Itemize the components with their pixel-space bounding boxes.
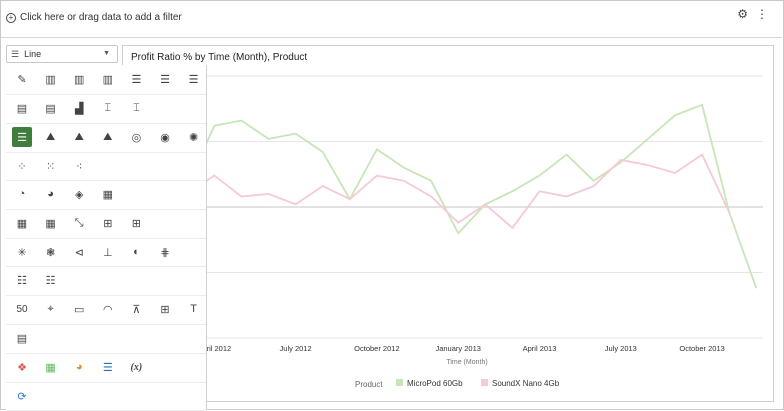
palette-row: 50 ⌖ ▭ ◠ ⊼ ⊞ T bbox=[6, 295, 206, 325]
pivot-table-icon[interactable]: ▦ bbox=[41, 213, 61, 233]
donut-pie-chart-icon[interactable]: ◕ bbox=[41, 184, 61, 204]
bubble-chart-icon[interactable]: ⁙ bbox=[41, 156, 61, 176]
grid-layout-icon[interactable]: ⊞ bbox=[155, 299, 175, 319]
magic-wand-icon[interactable]: ✎ bbox=[12, 69, 32, 89]
stacked-column-chart-icon[interactable]: ▤ bbox=[41, 98, 61, 118]
x-tick-label: July 2013 bbox=[605, 344, 637, 353]
chevron-down-icon[interactable]: ▼ bbox=[103, 50, 110, 57]
horizontal-bar-chart-icon[interactable]: ☰ bbox=[126, 69, 146, 89]
add-filter-icon[interactable]: + bbox=[6, 13, 16, 23]
waterfall-chart-icon[interactable]: ◈ bbox=[69, 184, 89, 204]
parallel-coordinates-chart-icon[interactable]: ⋕ bbox=[155, 242, 175, 262]
horizontal-stacked-bar-chart-icon[interactable]: ☰ bbox=[155, 69, 175, 89]
filter-placeholder: Click here or drag data to add a filter bbox=[20, 12, 182, 23]
palette-row: ✎ ▥ ▥ ▥ ☰ ☰ ☰ bbox=[6, 65, 206, 95]
x-axis-title: Time (Month) bbox=[446, 359, 487, 366]
text-box-icon[interactable]: ▭ bbox=[69, 299, 89, 319]
palette-row: ▤ bbox=[6, 324, 206, 354]
series-line-1 bbox=[133, 155, 729, 228]
chord-chart-icon[interactable]: ❃ bbox=[41, 242, 61, 262]
bar-chart-icon[interactable]: ▥ bbox=[41, 69, 61, 89]
pie-chart-icon[interactable]: ◔ bbox=[12, 184, 32, 204]
legend-label: MicroPod 60Gb bbox=[407, 379, 463, 388]
network-chart-icon[interactable]: ✳ bbox=[12, 242, 32, 262]
chart-type-value: Line bbox=[24, 49, 41, 59]
palette-row: ✳ ❃ ⊲ ⊥ ◐ ⋕ bbox=[6, 238, 206, 267]
more-menu-icon[interactable]: ⋮ bbox=[756, 7, 768, 21]
custom-viz-3-icon[interactable]: ◕ bbox=[69, 357, 89, 377]
funnel-chart-icon[interactable]: ⊲ bbox=[69, 242, 89, 262]
image-icon[interactable]: ⊼ bbox=[126, 299, 146, 319]
palette-row: ☰ ⛰ ⛰ ⛰ ◎ ◉ ✺ bbox=[6, 123, 206, 153]
boxplot-chart-icon[interactable]: ⌶ bbox=[98, 98, 118, 118]
x-tick-label: April 2013 bbox=[523, 344, 557, 353]
donut-chart-icon[interactable]: ◎ bbox=[126, 127, 146, 147]
x-tick-label: October 2012 bbox=[354, 344, 399, 353]
palette-row: ☷☷ bbox=[6, 266, 206, 296]
area-chart-icon[interactable]: ⛰ bbox=[41, 127, 61, 147]
settings-icon[interactable]: ⚙ bbox=[737, 7, 748, 21]
custom-viz-4-icon[interactable]: ☰ bbox=[98, 357, 118, 377]
palette-row: ▦ ▦ ⤡ ⊞ ⊞ bbox=[6, 209, 206, 239]
text-icon[interactable]: T bbox=[184, 299, 204, 319]
stacked-bar-chart-icon[interactable]: ▥ bbox=[69, 69, 89, 89]
custom-viz-2-icon[interactable]: ▦ bbox=[41, 357, 61, 377]
list-view-icon[interactable]: ☷ bbox=[12, 270, 32, 290]
map-icon[interactable]: ⌖ bbox=[41, 299, 61, 319]
legend-label: SoundX Nano 4Gb bbox=[492, 379, 560, 388]
tree-chart-icon[interactable]: ⊥ bbox=[98, 242, 118, 262]
gauge-icon[interactable]: ◠ bbox=[98, 299, 118, 319]
dot-chart-icon[interactable]: ⁖ bbox=[69, 156, 89, 176]
correlation-matrix-icon[interactable]: ⊞ bbox=[98, 213, 118, 233]
custom-viz-1-icon[interactable]: ❖ bbox=[12, 357, 32, 377]
scatter-chart-icon[interactable]: ⁘ bbox=[12, 156, 32, 176]
filter-drop-zone[interactable]: + Click here or drag data to add a filte… bbox=[6, 12, 182, 23]
filter-bar[interactable]: + Click here or drag data to add a filte… bbox=[1, 1, 782, 38]
stacked-area-chart-icon[interactable]: ⛰ bbox=[69, 127, 89, 147]
palette-row: ▤ ▤ ▟ ⌶ ⌶ bbox=[6, 94, 206, 124]
expression-variable-icon[interactable]: (x) bbox=[126, 357, 146, 377]
legend-swatch bbox=[396, 379, 403, 386]
horizontal-boxplot-chart-icon[interactable]: ⌶ bbox=[126, 98, 146, 118]
palette-row: ⟳ bbox=[6, 382, 206, 411]
palette-row: ◔ ◕ ◈ ▦ bbox=[6, 180, 206, 210]
radial-chart-icon[interactable]: ◐ bbox=[126, 242, 146, 262]
line-chart-icon[interactable]: ☰ bbox=[12, 127, 32, 147]
bar-100-chart-icon[interactable]: ▥ bbox=[98, 69, 118, 89]
document-icon[interactable]: ▤ bbox=[12, 328, 32, 348]
horizontal-100-bar-chart-icon[interactable]: ☰ bbox=[184, 69, 204, 89]
line-chart-icon: ☰ bbox=[11, 49, 19, 60]
tiles-view-icon[interactable]: ☷ bbox=[41, 270, 61, 290]
x-tick-label: October 2013 bbox=[679, 344, 724, 353]
legend-swatch bbox=[481, 379, 488, 386]
x-tick-label: July 2012 bbox=[280, 344, 312, 353]
legend-title: Product bbox=[355, 380, 383, 389]
grid-chart-icon[interactable]: ⊞ bbox=[126, 213, 146, 233]
area-100-chart-icon[interactable]: ⛰ bbox=[98, 127, 118, 147]
refresh-icon[interactable]: ⟳ bbox=[12, 386, 32, 406]
sunburst-chart-icon[interactable]: ◉ bbox=[155, 127, 175, 147]
treemap-chart-icon[interactable]: ▦ bbox=[98, 184, 118, 204]
radar-chart-icon[interactable]: ✺ bbox=[184, 127, 204, 147]
palette-row: ⁘ ⁙ ⁖ bbox=[6, 152, 206, 181]
series-line-0 bbox=[133, 105, 756, 288]
chart-title: Profit Ratio % by Time (Month), Product bbox=[131, 52, 307, 63]
x-tick-label: January 2013 bbox=[435, 344, 480, 353]
tile-50-icon[interactable]: 50 bbox=[12, 299, 32, 319]
table-icon[interactable]: ▦ bbox=[12, 213, 32, 233]
palette-row: ❖ ▦ ◕ ☰ (x) bbox=[6, 353, 206, 383]
chart-type-select[interactable]: ☰ Line ▼ bbox=[6, 45, 118, 63]
sankey-chart-icon[interactable]: ⤡ bbox=[69, 213, 89, 233]
combo-chart-icon[interactable]: ▟ bbox=[69, 98, 89, 118]
visualization-palette: ✎▥▥▥☰☰☰▤▤▟⌶⌶☰⛰⛰⛰◎◉✺⁘⁙⁖◔◕◈▦▦▦⤡⊞⊞✳❃⊲⊥◐⋕☷☷5… bbox=[6, 65, 207, 410]
column-chart-icon[interactable]: ▤ bbox=[12, 98, 32, 118]
